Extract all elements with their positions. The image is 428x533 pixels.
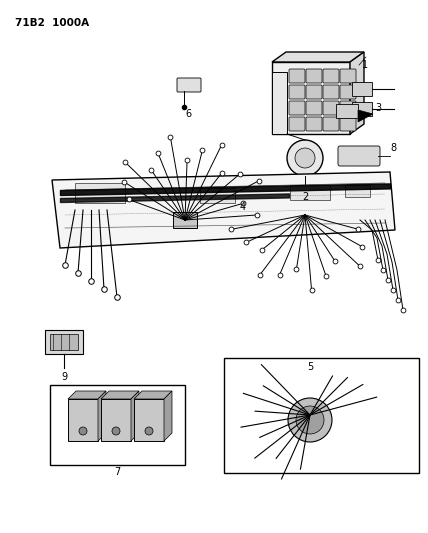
- Bar: [345, 185, 370, 197]
- Text: 6: 6: [185, 109, 191, 119]
- Bar: [272, 62, 350, 134]
- Bar: [75, 183, 125, 203]
- Polygon shape: [358, 110, 373, 122]
- FancyBboxPatch shape: [289, 69, 305, 83]
- FancyBboxPatch shape: [340, 69, 356, 83]
- Bar: [336, 104, 358, 118]
- Bar: [50, 385, 185, 465]
- Text: 8: 8: [390, 143, 396, 153]
- Text: 3: 3: [375, 103, 381, 113]
- Circle shape: [145, 427, 153, 435]
- Circle shape: [287, 140, 323, 176]
- FancyBboxPatch shape: [323, 69, 339, 83]
- Bar: [45, 330, 83, 354]
- FancyBboxPatch shape: [306, 101, 322, 115]
- Polygon shape: [52, 172, 395, 248]
- Bar: [352, 102, 372, 116]
- Circle shape: [296, 406, 324, 434]
- FancyBboxPatch shape: [338, 146, 380, 166]
- Polygon shape: [131, 391, 139, 441]
- Bar: [200, 188, 235, 203]
- Polygon shape: [101, 391, 139, 399]
- Text: 2: 2: [302, 192, 308, 202]
- Bar: [290, 185, 330, 200]
- Bar: [50, 334, 78, 350]
- FancyBboxPatch shape: [340, 117, 356, 131]
- FancyBboxPatch shape: [323, 101, 339, 115]
- Circle shape: [79, 427, 87, 435]
- Circle shape: [295, 148, 315, 168]
- Bar: [68, 399, 98, 441]
- Circle shape: [288, 398, 332, 442]
- FancyBboxPatch shape: [289, 101, 305, 115]
- Bar: [173, 212, 197, 228]
- Polygon shape: [98, 391, 106, 441]
- Bar: [101, 399, 131, 441]
- Bar: [224, 358, 419, 473]
- FancyBboxPatch shape: [289, 85, 305, 99]
- Polygon shape: [272, 52, 364, 62]
- Text: 1: 1: [362, 60, 368, 70]
- FancyBboxPatch shape: [306, 117, 322, 131]
- FancyBboxPatch shape: [340, 101, 356, 115]
- FancyBboxPatch shape: [323, 117, 339, 131]
- Polygon shape: [350, 52, 364, 134]
- Bar: [134, 399, 164, 441]
- Text: 4: 4: [240, 202, 246, 212]
- FancyBboxPatch shape: [306, 85, 322, 99]
- Circle shape: [112, 427, 120, 435]
- Text: 5: 5: [307, 362, 313, 372]
- FancyBboxPatch shape: [340, 85, 356, 99]
- Polygon shape: [164, 391, 172, 441]
- Text: 9: 9: [61, 372, 67, 382]
- Bar: [272, 72, 287, 134]
- Text: 71B2  1000A: 71B2 1000A: [15, 18, 89, 28]
- Bar: [352, 82, 372, 96]
- Text: 7: 7: [114, 467, 120, 477]
- Polygon shape: [68, 391, 106, 399]
- Polygon shape: [134, 391, 172, 399]
- FancyBboxPatch shape: [289, 117, 305, 131]
- FancyBboxPatch shape: [177, 78, 201, 92]
- FancyBboxPatch shape: [306, 69, 322, 83]
- FancyBboxPatch shape: [323, 85, 339, 99]
